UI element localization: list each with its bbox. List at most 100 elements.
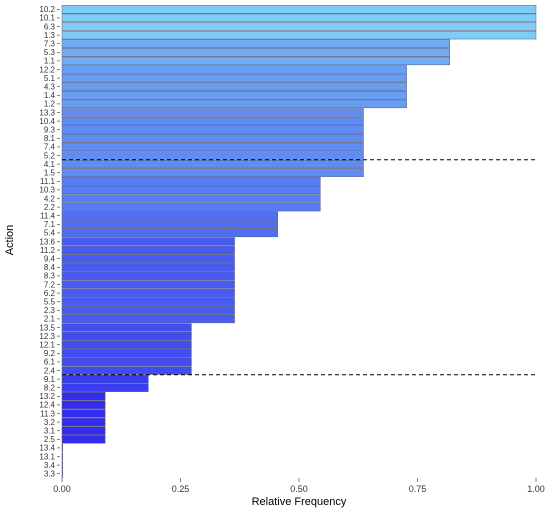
bar <box>61 202 321 212</box>
y-tick-label: 9.4 <box>44 255 56 264</box>
y-tick-label: 2.1 <box>44 315 56 324</box>
bar <box>61 280 235 289</box>
y-tick-label: 4.2 <box>44 194 56 203</box>
bar <box>61 48 450 57</box>
y-tick-label: 13.6 <box>39 237 55 246</box>
y-tick-label: 11.4 <box>40 212 56 221</box>
bar <box>61 374 149 384</box>
bar <box>61 108 364 117</box>
y-tick-label: 8.3 <box>44 272 56 281</box>
bar <box>61 30 537 40</box>
y-axis: 10.210.16.31.37.35.31.112.25.14.31.41.21… <box>39 5 60 479</box>
bar <box>61 5 537 14</box>
bar <box>61 99 407 109</box>
bar <box>61 254 235 263</box>
bar <box>61 426 106 435</box>
y-tick-label: 3.3 <box>44 470 56 479</box>
bar <box>61 409 106 418</box>
y-tick-label: 5.3 <box>44 48 56 57</box>
y-tick-label: 3.2 <box>44 418 56 427</box>
bar <box>61 469 63 478</box>
x-tick-label: 0.50 <box>290 484 308 494</box>
bar <box>61 452 63 461</box>
y-tick-label: 1.5 <box>44 169 56 178</box>
bar <box>61 134 364 143</box>
y-tick-label: 2.4 <box>44 366 56 375</box>
bar <box>61 151 364 160</box>
y-tick-label: 5.5 <box>44 298 56 307</box>
bar <box>61 22 537 31</box>
bar <box>61 417 106 427</box>
y-tick-label: 2.2 <box>44 203 56 212</box>
y-tick-label: 4.3 <box>44 83 56 92</box>
bar <box>61 357 192 367</box>
bar <box>61 159 364 169</box>
bar <box>61 125 364 134</box>
y-tick-label: 8.4 <box>44 263 56 272</box>
y-tick-label: 1.4 <box>44 91 56 100</box>
y-tick-label: 13.4 <box>39 444 55 453</box>
y-tick-label: 12.3 <box>39 332 55 341</box>
reference-lines <box>62 159 536 376</box>
bar <box>61 245 235 255</box>
bar <box>61 65 407 74</box>
y-tick-label: 5.2 <box>44 151 56 160</box>
y-tick-label: 4.1 <box>44 160 56 169</box>
y-tick-label: 1.2 <box>44 100 56 109</box>
y-axis-title: Action <box>4 225 16 256</box>
y-tick-label: 8.1 <box>44 134 56 143</box>
bar <box>61 323 192 332</box>
x-tick-label: 1.00 <box>527 484 545 494</box>
y-tick-label: 13.3 <box>39 108 55 117</box>
bar <box>61 400 106 410</box>
bar <box>61 366 192 375</box>
bar <box>61 383 149 392</box>
bar <box>61 13 537 23</box>
bar <box>61 349 192 358</box>
y-tick-label: 13.1 <box>39 452 55 461</box>
y-tick-label: 11.1 <box>40 177 56 186</box>
y-tick-label: 6.1 <box>44 358 56 367</box>
bar <box>61 228 278 238</box>
bar <box>61 263 235 272</box>
y-tick-label: 9.2 <box>44 349 56 358</box>
x-tick-label: 0.75 <box>409 484 427 494</box>
bar <box>61 271 235 281</box>
bar <box>61 116 364 126</box>
y-tick-label: 6.2 <box>44 289 56 298</box>
y-tick-label: 1.1 <box>44 57 56 66</box>
y-tick-label: 12.4 <box>39 401 55 410</box>
y-tick-label: 5.1 <box>44 74 56 83</box>
y-tick-label: 9.3 <box>44 126 56 135</box>
bar <box>61 177 321 186</box>
bar <box>61 340 192 349</box>
bar <box>61 460 63 470</box>
bar <box>61 56 450 66</box>
bar <box>61 185 321 195</box>
bar <box>61 82 407 91</box>
y-tick-label: 9.1 <box>44 375 56 384</box>
bar <box>61 91 407 100</box>
x-tick-label: 0.00 <box>53 484 71 494</box>
y-tick-label: 3.4 <box>44 461 56 470</box>
x-axis-title: Relative Frequency <box>252 496 347 508</box>
y-tick-label: 10.4 <box>39 117 55 126</box>
bar <box>61 220 278 229</box>
y-tick-label: 12.1 <box>39 341 55 350</box>
bar <box>61 211 278 220</box>
y-tick-label: 3.1 <box>44 427 56 436</box>
bar <box>61 288 235 298</box>
y-tick-label: 11.2 <box>40 246 56 255</box>
bar <box>61 314 235 324</box>
bar <box>61 142 364 152</box>
y-tick-label: 6.3 <box>44 22 56 31</box>
y-tick-label: 10.3 <box>39 186 55 195</box>
y-tick-label: 11.3 <box>40 409 56 418</box>
x-axis: 0.00 0.25 0.50 0.75 1.00 <box>53 478 545 494</box>
y-tick-label: 10.1 <box>39 14 55 23</box>
y-tick-label: 7.2 <box>44 280 56 289</box>
y-tick-label: 2.5 <box>44 435 56 444</box>
bar <box>61 237 235 246</box>
x-tick-label: 0.25 <box>172 484 190 494</box>
